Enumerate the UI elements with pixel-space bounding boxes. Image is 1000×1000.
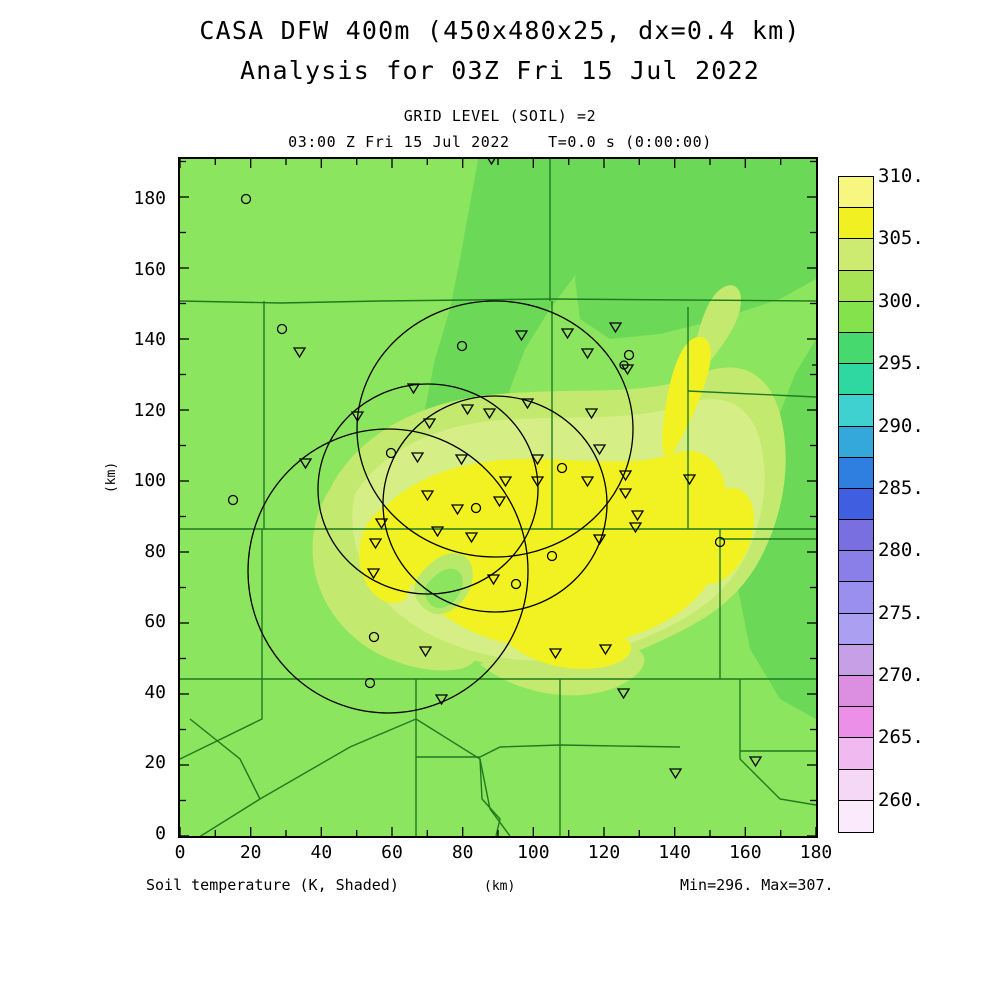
colorbar-band <box>839 426 873 458</box>
map-plot-area[interactable] <box>178 157 818 838</box>
page-title-line2: Analysis for 03Z Fri 15 Jul 2022 <box>239 56 761 85</box>
radar-range-circles <box>247 300 634 714</box>
x-axis-unit-label: (km) <box>484 879 516 894</box>
y-tick-label: 60 <box>144 611 166 633</box>
field-hot-core-e-finger <box>703 488 754 584</box>
x-tick-label: 160 <box>729 842 762 863</box>
x-ticks-bottom <box>180 827 816 836</box>
y-tick-label: 0 <box>155 823 166 844</box>
y-tick-label: 100 <box>133 470 166 492</box>
colorbar-band <box>839 364 873 396</box>
colorbar-band <box>839 707 873 739</box>
colorbar-band <box>839 457 873 489</box>
x-tick-label: 0 <box>174 842 186 863</box>
colorbar-band <box>839 239 873 271</box>
colorbar[interactable] <box>838 176 874 833</box>
y-tick-label: 160 <box>133 258 166 280</box>
colorbar-band <box>839 582 873 614</box>
colorbar-band <box>839 488 873 521</box>
colorbar-band <box>839 395 873 427</box>
colorbar-label: 300. <box>878 289 924 312</box>
colorbar-band <box>839 301 873 333</box>
radar-circle-3 <box>247 428 529 714</box>
colorbar-band <box>839 520 873 552</box>
y-tick-label: 180 <box>133 188 166 210</box>
colorbar-label: 295. <box>878 352 924 375</box>
station-markers <box>227 159 816 780</box>
colorbar-band <box>839 738 873 770</box>
field-contour-svg <box>180 159 816 836</box>
x-tick-label: 100 <box>517 842 550 863</box>
colorbar-band <box>839 676 873 708</box>
colorbar-band <box>839 177 873 209</box>
field-cool-spot-ne-small <box>734 255 764 280</box>
x-tick-label: 80 <box>451 842 474 863</box>
y-ticks-right <box>807 160 816 836</box>
colorbar-band <box>839 769 873 801</box>
y-tick-label: 80 <box>144 540 166 562</box>
field-description-label: Soil temperature (K, Shaded) <box>146 876 399 894</box>
colorbar-label: 260. <box>878 788 924 811</box>
y-ticks-left <box>180 160 189 836</box>
colorbar-label: 265. <box>878 726 924 749</box>
x-tick-label: 180 <box>799 842 833 863</box>
field-hot-core-ne-finger <box>662 336 711 455</box>
colorbar-band <box>839 644 873 676</box>
field-hot-core-main <box>382 450 730 649</box>
x-ticks-top <box>180 159 782 168</box>
colorbar-band <box>839 208 873 240</box>
y-tick-label: 140 <box>133 329 166 351</box>
y-tick-label: 120 <box>133 399 166 421</box>
x-tick-label: 40 <box>310 842 333 863</box>
colorbar-band <box>839 613 873 645</box>
colorbar-label: 270. <box>878 664 924 687</box>
colorbar-band <box>839 551 873 583</box>
colorbar-label: 310. <box>878 165 924 187</box>
colorbar-band <box>839 332 873 365</box>
field-cool-lobe-northeast <box>575 159 816 339</box>
x-tick-label: 120 <box>587 842 621 863</box>
frame-ticks <box>180 159 816 836</box>
y-tick-label: 40 <box>144 681 166 703</box>
colorbar-label: 280. <box>878 539 924 562</box>
page-title-line1: CASA DFW 400m (450x480x25, dx=0.4 km) <box>199 16 801 45</box>
radar-circle-4 <box>382 395 608 613</box>
x-tick-label: 60 <box>381 842 403 863</box>
x-tick-label: 140 <box>658 842 691 863</box>
colorbar-band <box>839 800 873 832</box>
radar-circle-2 <box>317 383 539 595</box>
mesonet-station-marker <box>292 159 816 780</box>
valid-time-label: 03:00 Z Fri 15 Jul 2022 T=0.0 s (0:00:00… <box>288 133 712 151</box>
colorbar-label: 290. <box>878 414 924 437</box>
colorbar-label: 275. <box>878 601 924 624</box>
field-core-notch-inner <box>424 568 463 609</box>
min-max-label: Min=296. Max=307. <box>680 876 834 894</box>
x-tick-label: 20 <box>239 842 262 863</box>
y-tick-label: 20 <box>144 752 166 774</box>
colorbar-label: 285. <box>878 476 924 499</box>
county-boundaries <box>180 159 816 836</box>
colorbar-label: 305. <box>878 227 924 250</box>
colorbar-band <box>839 270 873 302</box>
grid-level-label: GRID LEVEL (SOIL) =2 <box>403 107 597 125</box>
radar-circle-1 <box>356 300 634 558</box>
field-hot-core-south-lobe <box>510 631 632 669</box>
